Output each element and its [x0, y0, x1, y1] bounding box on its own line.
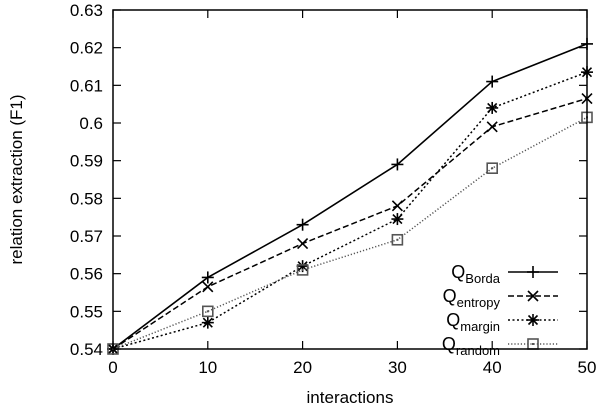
series-random	[107, 111, 593, 355]
legend-label-subscript: random	[456, 343, 500, 358]
series-entropy	[107, 92, 593, 355]
legend-label-base: Q	[446, 310, 460, 330]
data-point-star-marker	[391, 213, 404, 226]
y-tick-label: 0.54	[70, 340, 103, 359]
legend-label-subscript: entropy	[457, 295, 501, 310]
data-point-plus-marker	[486, 75, 499, 88]
y-tick-label: 0.58	[70, 189, 103, 208]
ticks-layer: 0.54 0.55 0.56 0.57 0.58 0.59 0.6 0.61 0.62 0.63 0…	[70, 1, 597, 377]
data-point-cross-marker	[391, 200, 403, 212]
data-point-square-marker	[296, 264, 309, 276]
data-point-cross-marker	[202, 281, 214, 293]
x-axis-label: interactions	[307, 388, 394, 407]
legend-label-subscript: margin	[460, 319, 500, 334]
legend-item-entropy: Qentropy	[443, 286, 558, 310]
legend-item-margin: Qmargin	[446, 310, 558, 334]
x-tick-label: 30	[388, 358, 407, 377]
legend-label: Qentropy	[443, 286, 501, 310]
plot-frame	[112, 9, 588, 350]
legend-label: Qrandom	[442, 334, 500, 358]
legend-label-subscript: Borda	[465, 271, 500, 286]
data-point-cross-marker	[297, 237, 309, 250]
data-point-plus-marker	[201, 271, 214, 284]
series-line-entropy	[112, 97, 588, 350]
series-layer	[107, 37, 593, 355]
y-axis-label: relation extraction (F1)	[7, 94, 26, 264]
y-tick-label: 0.63	[70, 1, 103, 20]
y-tick-label: 0.6	[79, 114, 103, 133]
data-point-star-marker	[486, 101, 499, 114]
data-point-plus-marker	[391, 158, 404, 171]
data-point-cross-marker	[527, 290, 539, 302]
data-point-plus-marker	[527, 266, 539, 278]
y-tick-label: 0.57	[70, 227, 103, 246]
y-tick-label: 0.55	[70, 302, 103, 321]
x-tick-label: 50	[578, 358, 597, 377]
legend-item-random: Qrandom	[442, 334, 558, 358]
x-tick-label: 0	[108, 358, 117, 377]
legend-label: Qmargin	[446, 310, 500, 334]
data-point-star-marker	[201, 316, 214, 329]
data-point-square-marker	[486, 162, 499, 174]
legend-item-borda: QBorda	[451, 262, 558, 286]
data-point-square-marker	[391, 233, 404, 246]
data-point-plus-marker	[296, 218, 309, 231]
legend-label: QBorda	[451, 262, 500, 286]
y-tick-label: 0.59	[70, 152, 103, 171]
y-tick-label: 0.61	[70, 76, 103, 95]
y-tick-label: 0.56	[70, 265, 103, 284]
y-tick-label: 0.62	[70, 39, 103, 58]
legend-label-base: Q	[451, 262, 465, 282]
series-line-random	[112, 116, 588, 350]
series-borda	[107, 37, 593, 355]
x-tick-label: 20	[293, 358, 312, 377]
data-point-star-marker	[527, 314, 539, 326]
x-tick-label: 40	[483, 358, 502, 377]
series-line-borda	[112, 43, 588, 350]
series-margin	[107, 66, 593, 355]
legend-label-base: Q	[443, 286, 457, 306]
data-point-square-marker	[202, 305, 214, 318]
series-line-margin	[112, 71, 588, 350]
data-point-cross-marker	[486, 121, 498, 133]
data-point-square-marker	[527, 338, 539, 350]
legend-label-base: Q	[442, 334, 456, 354]
x-tick-label: 10	[198, 358, 217, 377]
